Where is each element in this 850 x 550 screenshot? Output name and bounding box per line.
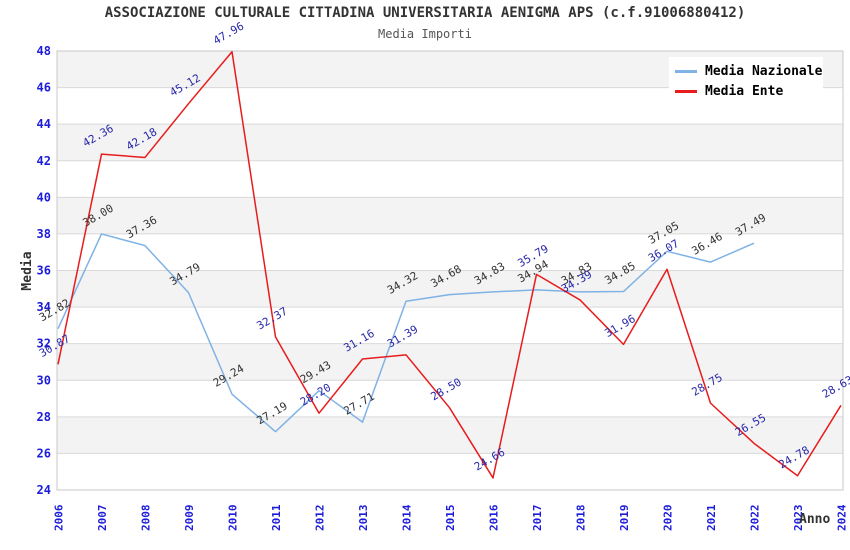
x-tick-label: 2013 [357,505,370,532]
x-tick-label: 2020 [662,505,675,532]
y-tick-label: 34 [37,300,51,314]
x-tick-label: 2012 [314,505,327,532]
y-axis-title: Media [20,251,35,291]
y-tick-label: 46 [37,81,51,95]
plot-band [57,416,843,454]
x-tick-label: 2011 [270,504,283,531]
y-tick-label: 48 [37,44,51,58]
x-tick-label: 2021 [705,504,718,531]
y-tick-label: 32 [37,337,51,351]
chart-title: ASSOCIAZIONE CULTURALE CITTADINA UNIVERS… [104,5,746,21]
y-tick-label: 36 [37,264,51,278]
y-tick-label: 40 [37,190,51,204]
y-tick-label: 42 [37,154,51,168]
plot-border [56,50,844,491]
legend: Media Nazionale Media Ente [669,57,823,105]
x-tick-label: 2016 [488,504,501,531]
x-tick-label: 2006 [53,504,66,531]
legend-swatch-nazionale-icon [675,69,697,73]
legend-item-media-ente: Media Ente [675,81,823,101]
plot-band [57,343,843,381]
x-tick-label: 2018 [575,505,588,532]
x-tick-label: 2022 [749,505,762,532]
plot-band [57,124,843,161]
x-tick-label: 2024 [836,504,849,531]
x-tick-label: 2009 [183,505,196,532]
legend-swatch-ente-icon [675,89,697,93]
plot-band [57,197,843,234]
y-tick-label: 26 [37,446,51,460]
legend-label-nazionale: Media Nazionale [705,63,823,79]
legend-item-media-nazionale: Media Nazionale [675,61,823,81]
data-label: 32.37 [255,305,290,333]
x-tick-label: 2023 [792,505,805,532]
y-tick-label: 28 [37,410,51,424]
x-tick-label: 2007 [96,505,109,532]
x-tick-label: 2010 [227,505,240,532]
y-tick-label: 38 [37,227,51,241]
chart-subtitle: Media Importi [378,27,472,41]
y-tick-label: 24 [37,483,51,497]
x-tick-label: 2015 [444,505,457,532]
x-tick-label: 2008 [140,505,153,532]
y-tick-label: 44 [37,117,51,131]
series-line-media-ente [57,50,842,479]
x-tick-label: 2017 [531,505,544,532]
legend-label-ente: Media Ente [705,83,784,99]
y-tick-label: 30 [37,373,51,387]
data-label: 27.71 [342,390,377,418]
x-axis-title: Anno [799,512,831,527]
plot-band [57,270,843,308]
x-tick-label: 2019 [618,505,631,532]
x-tick-label: 2014 [401,504,414,531]
data-label: 31.96 [603,312,638,340]
series-line-media-nazionale [57,233,755,433]
